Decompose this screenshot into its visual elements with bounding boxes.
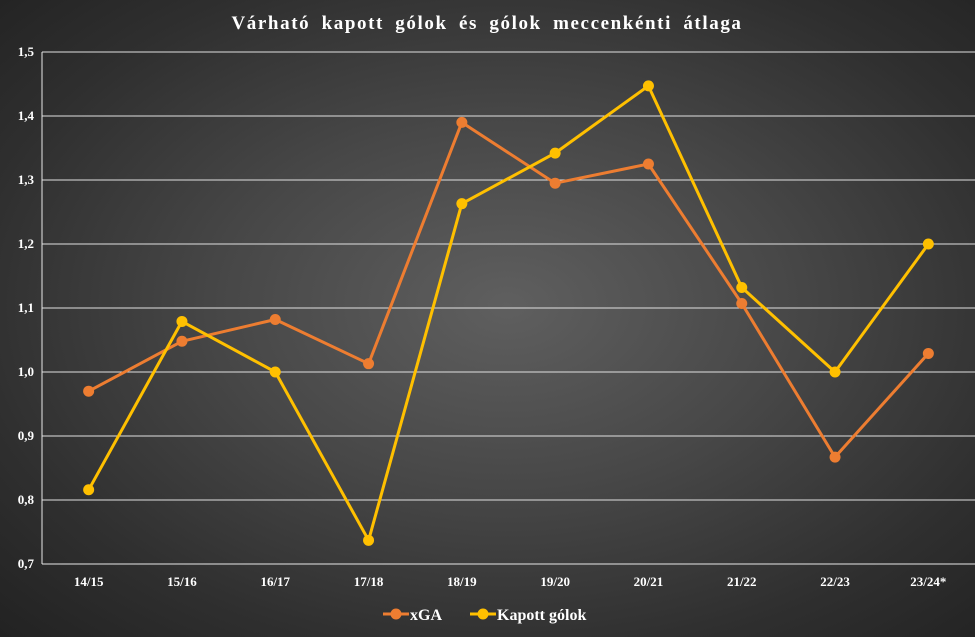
y-tick-label: 1,3 [18,172,35,187]
x-tick-label: 15/16 [167,574,197,589]
y-tick-label: 0,7 [18,556,35,571]
series-2 [83,80,934,546]
x-tick-label: 21/22 [727,574,757,589]
series-1 [83,116,934,463]
legend-label: xGA [410,607,442,624]
data-point [456,198,468,210]
y-tick-label: 1,5 [18,44,35,59]
data-point [736,282,748,294]
data-point [829,451,841,463]
series-line [87,84,930,542]
data-point [922,347,934,359]
data-point [549,147,561,159]
data-point [363,358,375,370]
series-lines [83,80,934,546]
data-point [363,534,375,546]
data-point [269,314,281,326]
axes: 0,7 0,8 0,9 1,0 1,1 1,2 1,3 1,4 1,5 14/15 15/16 16/… [18,44,975,589]
data-point [642,80,654,92]
x-tick-label: 18/19 [447,574,477,589]
data-point [269,366,281,378]
x-tick-label: 22/23 [820,574,850,589]
x-tick-label: 17/18 [354,574,384,589]
x-tick-label: 16/17 [260,574,290,589]
legend-item: xGA [383,607,442,624]
data-point [549,177,561,189]
data-point [922,238,934,250]
x-tick-label: 19/20 [540,574,570,589]
data-point [83,385,95,397]
data-point [736,298,748,310]
legend: xGA Kapott gólok [383,607,586,624]
y-tick-label: 1,4 [18,108,35,123]
legend-item: Kapott gólok [470,607,586,624]
x-tick-label: 23/24* [910,574,946,589]
legend-label: Kapott gólok [497,607,586,624]
x-tick-label: 20/21 [634,574,664,589]
gridlines [42,51,975,501]
data-point [83,484,95,496]
y-tick-label: 1,0 [18,364,34,379]
legend-marker [390,608,402,620]
y-tick-label: 0,9 [18,428,35,443]
y-tick-label: 1,1 [18,300,34,315]
data-point [642,158,654,170]
y-tick-label: 1,2 [18,236,34,251]
y-tick-label: 0,8 [18,492,35,507]
chart-title: Várható kapott gólok és gólok meccenként… [231,13,742,34]
legend-marker [477,608,489,620]
data-point [176,315,188,327]
data-point [456,116,468,128]
data-point [176,335,188,347]
series-line [87,120,930,459]
x-tick-label: 14/15 [74,574,104,589]
data-point [829,366,841,378]
